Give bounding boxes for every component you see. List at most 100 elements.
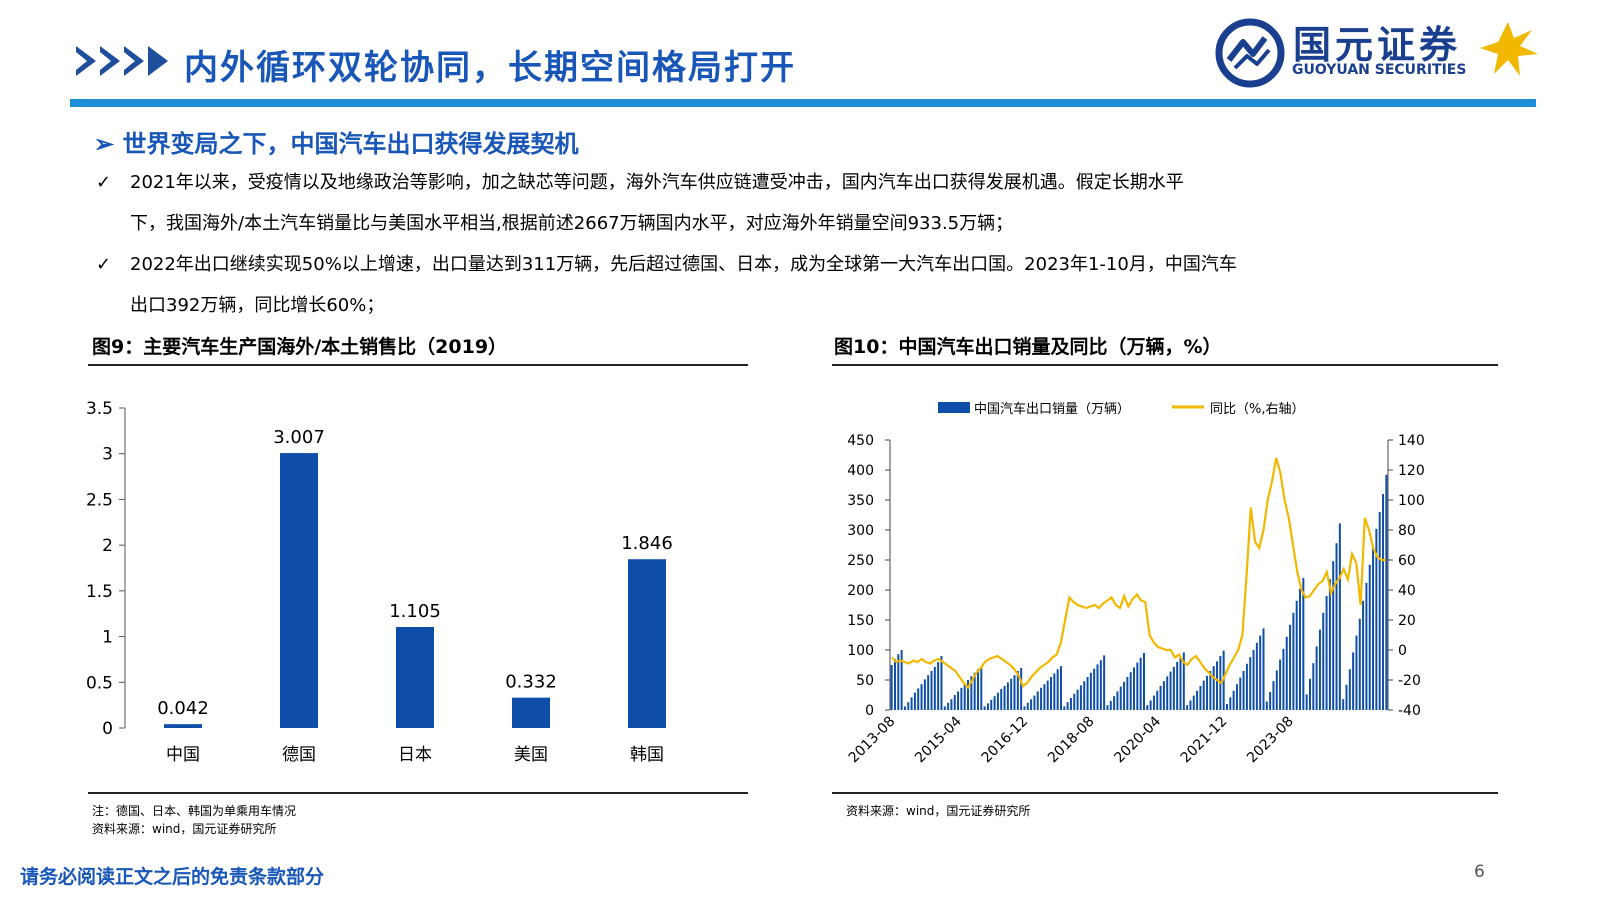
export-bar bbox=[973, 672, 976, 710]
export-bar bbox=[976, 669, 979, 710]
x-category-label: 德国 bbox=[282, 745, 316, 765]
export-bar bbox=[1146, 705, 1149, 710]
left-tick-label: 250 bbox=[847, 553, 874, 569]
export-bar bbox=[1196, 690, 1199, 710]
export-bar bbox=[1235, 684, 1238, 710]
export-bar bbox=[1099, 660, 1102, 710]
export-bar bbox=[963, 683, 966, 710]
export-bar bbox=[1189, 700, 1192, 710]
export-bar bbox=[1123, 681, 1126, 710]
bullet-text: 2021年以来，受疫情以及地缘政治等影响，加之缺芯等问题，海外汽车供应链遭受冲击… bbox=[130, 172, 1184, 193]
export-bar bbox=[1312, 663, 1315, 710]
check-icon: ✓ bbox=[96, 172, 112, 193]
export-bar bbox=[1368, 564, 1371, 710]
export-bar bbox=[1166, 676, 1169, 710]
check-icon: ✓ bbox=[96, 254, 112, 275]
export-bar bbox=[1212, 666, 1215, 710]
export-bar bbox=[900, 650, 903, 710]
export-bar bbox=[1152, 695, 1155, 710]
export-bar bbox=[983, 706, 986, 710]
export-bar bbox=[960, 687, 963, 710]
export-bar bbox=[1229, 697, 1232, 710]
export-bar bbox=[1079, 685, 1082, 710]
export-bar bbox=[1372, 546, 1375, 710]
export-bar bbox=[1348, 669, 1351, 710]
export-bar bbox=[1006, 682, 1009, 710]
export-bar bbox=[1089, 672, 1092, 710]
left-tick-label: 0 bbox=[865, 703, 874, 719]
export-bar bbox=[1162, 681, 1165, 710]
figure-10-bottom-rule bbox=[832, 792, 1498, 794]
line-series bbox=[891, 457, 1386, 690]
x-tick-label: 2015-04 bbox=[912, 713, 965, 766]
export-bar bbox=[1318, 629, 1321, 710]
x-tick-label: 2021-12 bbox=[1178, 714, 1231, 767]
export-bar bbox=[1172, 666, 1175, 710]
export-bar bbox=[1322, 612, 1325, 710]
x-category-label: 中国 bbox=[166, 745, 200, 765]
right-tick-label: 120 bbox=[1398, 463, 1425, 479]
export-bar bbox=[1086, 677, 1089, 710]
export-bar bbox=[930, 671, 933, 710]
export-bar bbox=[986, 703, 989, 710]
export-bar bbox=[967, 680, 970, 710]
figure-10-top-rule bbox=[832, 364, 1498, 366]
figure-10-source: 资料来源：wind，国元证券研究所 bbox=[846, 804, 1031, 818]
export-bar bbox=[1076, 689, 1079, 710]
right-tick-label: 20 bbox=[1398, 613, 1416, 629]
export-bar bbox=[1365, 582, 1368, 710]
export-bar bbox=[1282, 648, 1285, 710]
export-bar bbox=[1375, 528, 1378, 710]
export-bar bbox=[1073, 693, 1076, 710]
export-bar bbox=[1113, 696, 1116, 710]
figure-9-top-rule bbox=[88, 364, 748, 366]
x-axis-labels: 中国 德国 日本 美国 韩国 bbox=[166, 745, 664, 765]
export-bar bbox=[1182, 652, 1185, 710]
right-tick-label: -20 bbox=[1398, 673, 1421, 689]
export-bar bbox=[1342, 699, 1345, 710]
left-tick-label: 350 bbox=[847, 493, 874, 509]
y-tick-label: 3 bbox=[102, 445, 113, 465]
export-bar bbox=[1332, 561, 1335, 710]
page-title: 内外循环双轮协同，长期空间格局打开 bbox=[184, 48, 796, 88]
export-bar bbox=[943, 706, 946, 710]
y-tick-label: 3.5 bbox=[86, 399, 113, 419]
bar-data-label: 0.042 bbox=[157, 698, 209, 719]
export-bar bbox=[1169, 671, 1172, 710]
export-bar bbox=[1192, 695, 1195, 710]
x-tick-label: 2013-08 bbox=[846, 714, 899, 767]
figure-9-bar-chart: 0 0.5 1 1.5 2 2.5 3 3.5 0.042 3.007 1.105 0.332 1.8… bbox=[86, 399, 673, 765]
export-bar bbox=[1066, 702, 1069, 710]
y-axis: 0 0.5 1 1.5 2 2.5 3 3.5 bbox=[86, 399, 126, 739]
export-bar bbox=[1129, 672, 1132, 710]
export-bar bbox=[1259, 635, 1262, 710]
export-bar bbox=[937, 662, 940, 710]
export-bar bbox=[1069, 698, 1072, 710]
export-bar bbox=[1136, 662, 1139, 710]
export-bar bbox=[1020, 668, 1023, 710]
logo-chinese-name: 国元证券 bbox=[1293, 23, 1462, 67]
logo-star-icon bbox=[1480, 22, 1538, 76]
export-bar bbox=[996, 692, 999, 710]
export-bar bbox=[1262, 628, 1265, 710]
export-bar bbox=[993, 696, 996, 710]
export-bar bbox=[1335, 543, 1338, 710]
export-bar bbox=[1239, 677, 1242, 710]
export-bar bbox=[1116, 691, 1119, 710]
export-bar bbox=[1199, 686, 1202, 710]
bullet-text: 下，我国海外/本土汽车销量比与美国水平相当,根据前述2667万辆国内水平，对应海… bbox=[130, 213, 1014, 234]
left-tick-label: 300 bbox=[847, 523, 874, 539]
export-bar bbox=[1345, 684, 1348, 710]
chart-legend: 中国汽车出口销量（万辆） 同比（%,右轴） bbox=[938, 401, 1305, 417]
x-tick-label: 2023-08 bbox=[1244, 714, 1297, 767]
right-tick-label: 40 bbox=[1398, 583, 1416, 599]
logo-mark-icon bbox=[1215, 18, 1285, 88]
x-category-label: 美国 bbox=[514, 745, 548, 765]
export-bar bbox=[1036, 691, 1039, 710]
export-bar bbox=[1059, 666, 1062, 710]
export-bar bbox=[1209, 671, 1212, 710]
export-bar bbox=[1299, 588, 1302, 710]
export-bar bbox=[1096, 664, 1099, 710]
export-bar bbox=[923, 679, 926, 710]
logo-english-name: GUOYUAN SECURITIES bbox=[1292, 62, 1467, 78]
